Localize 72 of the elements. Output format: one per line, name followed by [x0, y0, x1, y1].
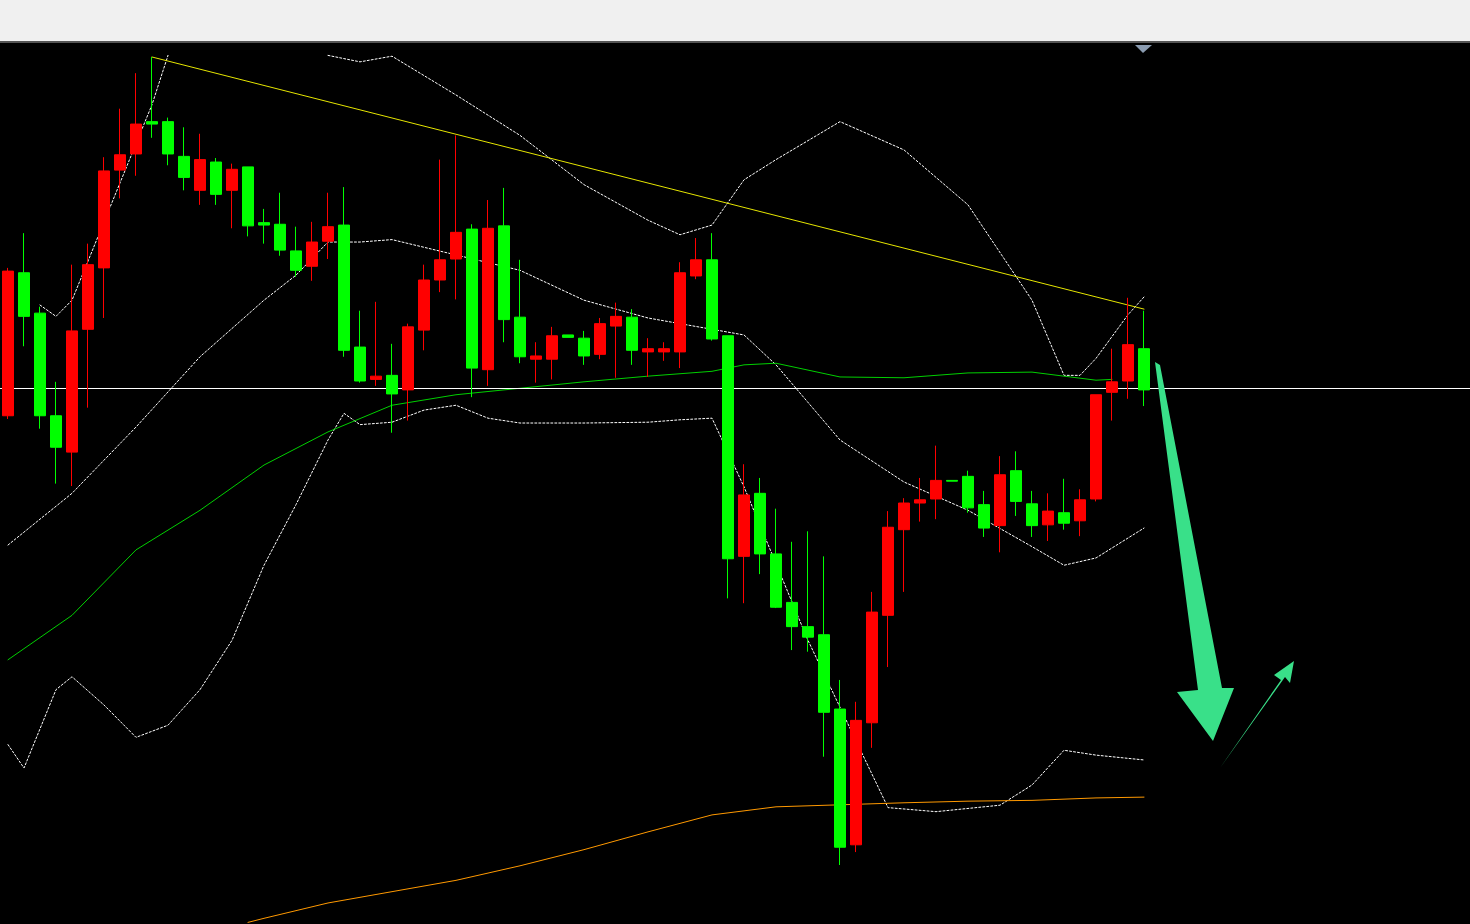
- candlestick: [674, 261, 686, 369]
- candlestick: [34, 306, 46, 430]
- candlestick: [290, 226, 302, 278]
- candlestick: [514, 259, 526, 364]
- candlestick: [994, 455, 1006, 553]
- candlestick: [98, 156, 110, 319]
- candlestick: [226, 163, 238, 229]
- candlestick: [1090, 394, 1102, 502]
- candlestick: [322, 192, 334, 260]
- candlestick: [50, 381, 62, 485]
- candlestick: [194, 133, 206, 206]
- candlestick: [274, 192, 286, 257]
- candlestick: [978, 490, 990, 538]
- candlestick: [866, 591, 878, 749]
- candlestick: [578, 330, 590, 366]
- candlestick: [946, 479, 958, 482]
- candlestick: [802, 530, 814, 653]
- candlestick: [130, 72, 142, 177]
- candlestick: [562, 334, 574, 338]
- candlestick: [338, 186, 350, 358]
- candlestick: [18, 232, 30, 347]
- candlestick: [66, 264, 78, 487]
- candlestick: [162, 117, 174, 166]
- candlestick: [722, 335, 734, 599]
- candlestick: [258, 208, 270, 245]
- candlestick: [754, 477, 766, 575]
- candlestick: [546, 326, 558, 380]
- candlestick: [402, 323, 414, 422]
- candlestick: [594, 317, 606, 360]
- candlestick: [850, 701, 862, 853]
- candlestick: [1042, 492, 1054, 542]
- candlestick: [114, 108, 126, 199]
- candlestick: [1138, 310, 1150, 407]
- candlestick: [610, 302, 622, 379]
- candlestick: [482, 199, 494, 387]
- candlestick: [770, 508, 782, 609]
- candlestick: [434, 159, 446, 293]
- candlestick: [962, 470, 974, 514]
- candlestick: [450, 134, 462, 300]
- candlestick: [1074, 488, 1086, 537]
- candlestick: [530, 341, 542, 384]
- candlestick: [834, 679, 846, 866]
- candlestick: [370, 301, 382, 387]
- candlestick: [706, 232, 718, 342]
- candlestick: [242, 166, 254, 237]
- candlestick: [210, 157, 222, 206]
- candlestick: [914, 477, 926, 523]
- candlestick: [642, 337, 654, 378]
- candlestick: [82, 243, 94, 409]
- candlestick: [2, 267, 14, 420]
- candlestick: [466, 223, 478, 398]
- candlestick: [146, 56, 158, 139]
- candlestick: [418, 264, 430, 351]
- candlestick: [178, 126, 190, 191]
- candlestick: [1026, 490, 1038, 538]
- candlestick: [1010, 450, 1022, 517]
- candlestick: [738, 463, 750, 604]
- candlestick: [498, 187, 510, 343]
- candlestick: [818, 555, 830, 758]
- candlestick: [386, 343, 398, 434]
- candlestick: [1122, 297, 1134, 400]
- candlestick: [354, 310, 366, 384]
- candlestick: [690, 237, 702, 280]
- candlestick: [658, 341, 670, 362]
- candlestick: [898, 497, 910, 593]
- candlestick: [1058, 478, 1070, 531]
- candlestick: [786, 541, 798, 651]
- candlestick: [626, 308, 638, 366]
- candlestick: [882, 510, 894, 668]
- candlestick: [1106, 348, 1118, 422]
- candlestick: [930, 445, 942, 520]
- candlestick: [306, 221, 318, 282]
